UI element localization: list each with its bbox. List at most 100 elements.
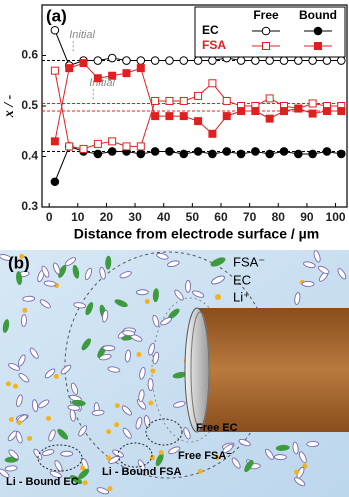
data-point xyxy=(136,64,145,73)
ec-molecule xyxy=(8,449,19,460)
x-tick-label: 90 xyxy=(300,210,314,224)
ec-molecule xyxy=(48,429,56,442)
electrode xyxy=(197,308,349,432)
ec-molecule xyxy=(32,399,39,413)
li-ion xyxy=(8,417,14,423)
data-point xyxy=(193,147,203,156)
x-tick-label: 40 xyxy=(157,210,171,224)
data-point xyxy=(336,149,346,159)
legend-header: Free xyxy=(253,8,279,22)
legend-ec-icon xyxy=(211,275,225,285)
ec-molecule xyxy=(0,254,12,261)
legend-header: Bound xyxy=(299,8,337,22)
data-point xyxy=(208,129,217,138)
data-point xyxy=(65,142,74,151)
ec-molecule xyxy=(102,345,116,352)
ec-molecule xyxy=(136,398,147,410)
data-point xyxy=(165,112,174,121)
li-ion xyxy=(16,420,22,426)
ec-molecule xyxy=(41,449,55,456)
ec-molecule xyxy=(44,368,56,379)
y-tick-label: 0.6 xyxy=(21,48,38,62)
data-point xyxy=(294,149,303,159)
li-ion xyxy=(107,486,113,492)
diagram-label: Li - Bound EC xyxy=(6,476,79,488)
x-tick-label: 50 xyxy=(186,210,200,224)
ec-molecule xyxy=(102,309,109,323)
data-point xyxy=(50,137,59,146)
fsa-anion xyxy=(57,428,69,440)
data-point xyxy=(294,104,303,113)
ec-molecule xyxy=(4,465,18,472)
li-ion xyxy=(27,435,33,441)
ec-molecule xyxy=(167,260,180,268)
ec-molecule xyxy=(73,302,87,309)
data-point xyxy=(107,53,117,63)
ec-molecule xyxy=(122,427,132,439)
fsa-anion xyxy=(105,255,112,270)
fsa-anion xyxy=(2,319,10,333)
data-point xyxy=(322,147,332,156)
diagram-label: Li - Bound FSA xyxy=(102,466,181,478)
ec-molecule xyxy=(292,441,299,455)
ec-molecule xyxy=(96,487,109,495)
data-point xyxy=(65,64,74,73)
data-point xyxy=(279,107,288,116)
li-ion xyxy=(148,400,154,406)
ec-molecule xyxy=(60,450,74,457)
ec-molecule xyxy=(139,366,146,380)
li-ion xyxy=(158,449,164,455)
li-ion xyxy=(82,480,88,486)
panel-label: (b) xyxy=(8,253,30,272)
data-point xyxy=(93,149,103,159)
ec-molecule xyxy=(20,314,27,327)
data-point xyxy=(322,107,331,116)
data-point xyxy=(322,56,332,65)
fsa-anion xyxy=(58,265,67,278)
data-point xyxy=(108,137,117,146)
ec-molecule xyxy=(43,280,57,287)
data-point xyxy=(193,56,203,65)
data-point xyxy=(179,149,189,159)
ec-molecule xyxy=(91,409,105,416)
ec-molecule xyxy=(183,427,191,440)
diagram-label: Free FSA⁻ xyxy=(178,450,232,462)
data-point xyxy=(50,66,59,75)
ec-molecule xyxy=(294,292,301,305)
ec-molecule xyxy=(298,451,307,464)
data-point xyxy=(222,147,232,156)
li-ion xyxy=(80,465,86,471)
legend-label: Li⁺ xyxy=(233,289,250,304)
ec-molecule xyxy=(135,416,143,430)
li-ion xyxy=(53,373,59,379)
data-point xyxy=(222,112,231,121)
fsa-anion xyxy=(16,271,23,286)
data-point xyxy=(336,56,346,65)
legend-marker xyxy=(313,26,323,36)
data-point xyxy=(265,114,274,123)
x-tick-label: 100 xyxy=(326,210,346,224)
data-point xyxy=(237,107,246,116)
data-point xyxy=(194,117,203,126)
li-ion xyxy=(45,415,51,421)
y-axis-label: x / - xyxy=(2,94,17,118)
panel-b: (b) FSA⁻ EC Li⁺ Free EC Free FSA⁻ Li - B… xyxy=(0,250,349,497)
li-ion xyxy=(12,383,18,389)
legend-label: FSA xyxy=(202,38,226,52)
ec-molecule xyxy=(185,279,191,293)
li-ion xyxy=(106,429,112,435)
group-outline xyxy=(37,444,83,472)
ec-molecule xyxy=(135,289,149,296)
li-ion xyxy=(197,468,203,474)
ec-molecule xyxy=(148,342,155,356)
data-point xyxy=(279,147,289,156)
ec-molecule xyxy=(49,470,62,479)
fsa-anion xyxy=(114,299,128,308)
x-tick-label: 70 xyxy=(243,210,257,224)
ec-molecule xyxy=(0,468,10,478)
data-point xyxy=(108,71,117,80)
ec-molecule xyxy=(7,430,18,442)
li-ion xyxy=(19,253,25,259)
ec-molecule xyxy=(147,378,154,392)
